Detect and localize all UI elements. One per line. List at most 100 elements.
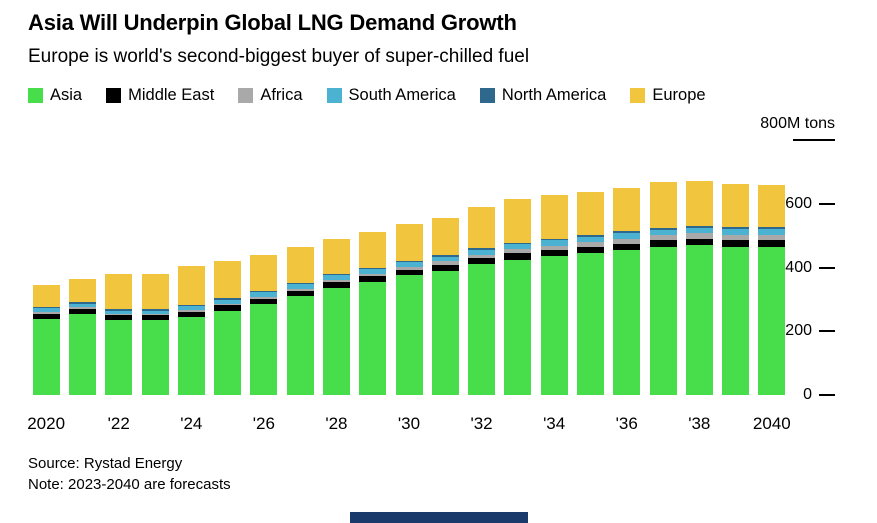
- segment-middle-east-2025: [214, 305, 242, 311]
- bar-2039: [722, 184, 750, 395]
- y-tick-mark-800: [793, 139, 835, 141]
- legend-label-south-america: South America: [348, 86, 456, 104]
- segment-asia-2021: [68, 313, 96, 395]
- chart-title: Asia Will Underpin Global LNG Demand Gro…: [28, 10, 517, 35]
- segment-asia-2036: [613, 249, 641, 395]
- segment-south-america-2025: [214, 299, 242, 304]
- y-tick-mark-600: [819, 202, 835, 205]
- segment-south-america-2020: [32, 308, 60, 313]
- bar-2020: [32, 285, 60, 395]
- segment-south-america-2037: [649, 229, 677, 236]
- chart-area: 800M tons 600 400 200 0 2020 '22 '24 '26 '28 '30 '…: [27, 115, 835, 445]
- segment-asia-2027: [286, 296, 314, 395]
- segment-south-america-2026: [250, 292, 278, 297]
- segment-africa-2033: [504, 249, 532, 254]
- bar-2033: [504, 199, 532, 395]
- segment-africa-2021: [68, 307, 96, 309]
- x-tick-label-2036: '36: [615, 414, 638, 433]
- y-tick-mark-0: [819, 394, 835, 396]
- segment-africa-2040: [758, 234, 786, 241]
- x-tick-label-2022: '22: [107, 414, 130, 433]
- segment-north-america-2021: [68, 301, 96, 304]
- bar-2035: [576, 191, 604, 395]
- segment-north-america-2040: [758, 227, 786, 229]
- legend-item-north-america: North America: [479, 86, 607, 105]
- legend-label-asia: Asia: [50, 86, 83, 104]
- segment-north-america-2028: [322, 273, 350, 276]
- segment-asia-2030: [395, 275, 423, 395]
- segment-asia-2028: [322, 288, 350, 395]
- segment-asia-2038: [685, 245, 713, 395]
- legend-label-north-america: North America: [501, 86, 607, 104]
- segment-south-america-2040: [758, 228, 786, 235]
- segment-south-america-2028: [322, 275, 350, 280]
- segment-middle-east-2037: [649, 240, 677, 247]
- segment-africa-2026: [250, 296, 278, 299]
- segment-south-america-2033: [504, 244, 532, 250]
- segment-asia-2037: [649, 246, 677, 395]
- segment-middle-east-2039: [722, 240, 750, 247]
- bar-2036: [613, 188, 641, 395]
- y-tick-label-800: 800M tons: [760, 115, 835, 132]
- segment-north-america-2032: [468, 248, 496, 250]
- segment-south-america-2035: [576, 236, 604, 243]
- segment-asia-2040: [758, 246, 786, 395]
- segment-europe-2032: [468, 206, 496, 249]
- segment-asia-2039: [722, 246, 750, 395]
- segment-middle-east-2038: [685, 238, 713, 246]
- segment-asia-2033: [504, 259, 532, 395]
- segment-south-america-2027: [286, 284, 314, 289]
- legend-label-middle-east: Middle East: [128, 86, 215, 104]
- segment-north-america-2022: [105, 308, 133, 311]
- segment-south-america-2029: [359, 269, 387, 274]
- segment-middle-east-2036: [613, 243, 641, 250]
- segment-middle-east-2022: [105, 315, 133, 321]
- segment-europe-2038: [685, 180, 713, 227]
- segment-europe-2034: [540, 194, 568, 239]
- segment-south-america-2021: [68, 303, 96, 308]
- legend-swatch-asia: [28, 88, 43, 103]
- segment-north-america-2034: [540, 238, 568, 241]
- bar-2037: [649, 182, 677, 395]
- x-tick-label-2032: '32: [470, 414, 493, 433]
- segment-africa-2030: [395, 266, 423, 270]
- segment-middle-east-2030: [395, 269, 423, 276]
- segment-north-america-2029: [359, 267, 387, 270]
- segment-africa-2035: [576, 242, 604, 247]
- segment-south-america-2034: [540, 240, 568, 246]
- x-tick-label-2040: 2040: [752, 414, 791, 433]
- segment-asia-2022: [105, 320, 133, 395]
- segment-europe-2040: [758, 184, 786, 228]
- chart-subtitle: Europe is world's second-biggest buyer o…: [28, 46, 530, 67]
- bar-2034: [540, 194, 568, 395]
- bar-2031: [431, 218, 459, 395]
- segment-south-america-2024: [177, 306, 205, 310]
- segment-middle-east-2021: [68, 308, 96, 314]
- segment-europe-2033: [504, 199, 532, 243]
- segment-europe-2022: [105, 273, 133, 309]
- segment-asia-2025: [214, 310, 242, 395]
- segment-asia-2024: [177, 316, 205, 395]
- segment-north-america-2033: [504, 242, 532, 245]
- bar-2027: [286, 246, 314, 395]
- bar-2021: [68, 278, 96, 395]
- segment-north-america-2027: [286, 282, 314, 285]
- segment-south-america-2039: [722, 228, 750, 235]
- segment-africa-2038: [685, 233, 713, 239]
- segment-asia-2031: [431, 270, 459, 395]
- segment-asia-2023: [141, 320, 169, 395]
- legend-item-middle-east: Middle East: [106, 86, 214, 105]
- bar-2024: [177, 265, 205, 395]
- segment-europe-2039: [722, 184, 750, 228]
- segment-middle-east-2027: [286, 290, 314, 297]
- y-tick-400: 400: [785, 258, 835, 278]
- segment-africa-2028: [322, 279, 350, 283]
- segment-africa-2037: [649, 235, 677, 241]
- segment-north-america-2037: [649, 227, 677, 230]
- segment-middle-east-2031: [431, 264, 459, 271]
- segment-europe-2035: [576, 191, 604, 236]
- segment-europe-2026: [250, 254, 278, 291]
- segment-africa-2025: [214, 303, 242, 306]
- legend-swatch-europe: [630, 88, 646, 103]
